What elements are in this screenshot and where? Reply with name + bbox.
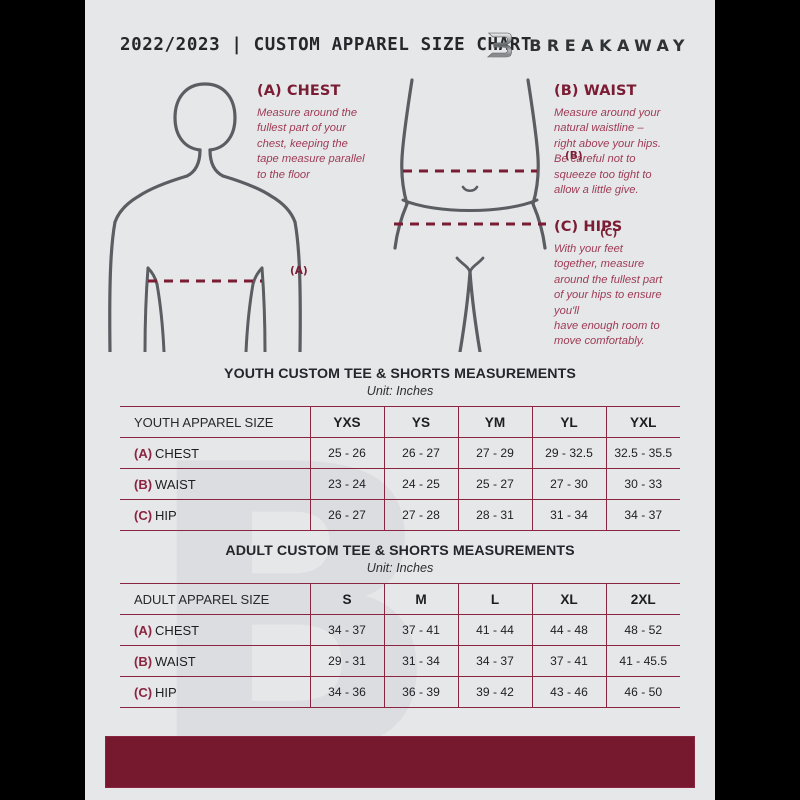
adult-hip-xl: 43 - 46 — [531, 676, 606, 708]
adult-size-l: L — [457, 583, 532, 615]
hips-illustration — [393, 78, 547, 352]
youth-section-title: YOUTH CUSTOM TEE & SHORTS MEASUREMENTS — [224, 366, 576, 382]
callout-waist-heading: (B) WAIST — [554, 83, 637, 99]
callout-hips-body: With your feet together, measure around … — [554, 243, 663, 348]
table-row: (A) CHEST 25 - 26 26 - 27 27 - 29 29 - 32… — [120, 437, 680, 469]
adult-chest-l: 41 - 44 — [457, 614, 532, 646]
page-header: 2022/2023 | CUSTOM APPAREL SIZE CHART — [85, 28, 715, 62]
waist-tag: (B) — [134, 653, 153, 669]
adult-waist-2xl: 41 - 45.5 — [605, 645, 680, 677]
youth-waist-ys: 24 - 25 — [383, 468, 458, 500]
adult-size-table: ADULT APPAREL SIZE S M L XL 2XL (A) CHEST… — [120, 583, 680, 708]
size-chart-page: B 2022/2023 | CUSTOM APPAREL SIZE CHART — [85, 0, 715, 800]
callout-chest-heading: (A) CHEST — [257, 83, 341, 99]
table-header-row: YOUTH APPAREL SIZE YXS YS YM YL YXL — [120, 406, 680, 438]
youth-size-label: YOUTH APPAREL SIZE — [120, 406, 310, 438]
table-row: (C) HIP 26 - 27 27 - 28 28 - 31 31 - 34 3… — [120, 499, 680, 531]
youth-row-chest-label: (A) CHEST — [120, 437, 310, 469]
adult-hip-l: 39 - 42 — [457, 676, 532, 708]
youth-size-ys: YS — [383, 406, 458, 438]
hip-name: HIP — [155, 507, 177, 523]
youth-waist-yxl: 30 - 33 — [605, 468, 680, 500]
hip-tag: (C) — [134, 684, 153, 700]
waist-name: WAIST — [155, 653, 196, 669]
waist-tag: (B) — [134, 476, 153, 492]
hip-tag: (C) — [134, 507, 153, 523]
youth-section: YOUTH CUSTOM TEE & SHORTS MEASUREMENTS U… — [85, 366, 715, 531]
callout-hips: (C) HIPS With your feet together, measur… — [554, 219, 704, 350]
page-title: 2022/2023 | CUSTOM APPAREL SIZE CHART — [120, 35, 533, 55]
adult-section-unit: Unit: Inches — [366, 561, 434, 575]
youth-section-unit: Unit: Inches — [366, 384, 434, 398]
youth-waist-yxs: 23 - 24 — [309, 468, 384, 500]
adult-waist-m: 31 - 34 — [383, 645, 458, 677]
youth-chest-ym: 27 - 29 — [457, 437, 532, 469]
adult-hip-s: 34 - 36 — [309, 676, 384, 708]
adult-row-hip-label: (C) HIP — [120, 676, 310, 708]
adult-section-title: ADULT CUSTOM TEE & SHORTS MEASUREMENTS — [225, 543, 575, 559]
youth-waist-yl: 27 - 30 — [531, 468, 606, 500]
adult-chest-s: 34 - 37 — [309, 614, 384, 646]
youth-size-yl: YL — [531, 406, 606, 438]
youth-size-yxs: YXS — [309, 406, 384, 438]
adult-chest-xl: 44 - 48 — [531, 614, 606, 646]
callout-waist: (B) WAIST Measure around your natural wa… — [554, 83, 704, 198]
youth-row-waist-label: (B) WAIST — [120, 468, 310, 500]
youth-hip-yl: 31 - 34 — [531, 499, 606, 531]
brand-lockup: BREAKAWAY — [481, 28, 690, 62]
table-row: (B) WAIST 23 - 24 24 - 25 25 - 27 27 - 30… — [120, 468, 680, 500]
adult-row-waist-label: (B) WAIST — [120, 645, 310, 677]
adult-size-s: S — [309, 583, 384, 615]
callout-chest-body: Measure around the fullest part of your … — [257, 107, 365, 181]
adult-size-label: ADULT APPAREL SIZE — [120, 583, 310, 615]
youth-hip-yxs: 26 - 27 — [309, 499, 384, 531]
adult-waist-l: 34 - 37 — [457, 645, 532, 677]
youth-waist-ym: 25 - 27 — [457, 468, 532, 500]
youth-hip-yxl: 34 - 37 — [605, 499, 680, 531]
youth-size-yxl: YXL — [605, 406, 680, 438]
hip-name: HIP — [155, 684, 177, 700]
table-row: (C) HIP 34 - 36 36 - 39 39 - 42 43 - 46 4… — [120, 676, 680, 708]
chest-name: CHEST — [155, 445, 200, 461]
brand-name: BREAKAWAY — [529, 35, 690, 55]
adult-hip-m: 36 - 39 — [383, 676, 458, 708]
youth-hip-ys: 27 - 28 — [383, 499, 458, 531]
adult-size-xl: XL — [531, 583, 606, 615]
adult-chest-2xl: 48 - 52 — [605, 614, 680, 646]
youth-chest-ys: 26 - 27 — [383, 437, 458, 469]
callout-waist-body: Measure around your natural waistline – … — [554, 107, 661, 197]
chest-tag: (A) — [134, 622, 153, 638]
breakaway-b-logo-icon — [487, 32, 513, 58]
adult-hip-2xl: 46 - 50 — [605, 676, 680, 708]
adult-waist-xl: 37 - 41 — [531, 645, 606, 677]
youth-size-table: YOUTH APPAREL SIZE YXS YS YM YL YXL (A) C… — [120, 406, 680, 531]
adult-section: ADULT CUSTOM TEE & SHORTS MEASUREMENTS U… — [85, 543, 715, 708]
callout-hips-heading: (C) HIPS — [554, 219, 623, 235]
bottom-accent-bar — [105, 736, 695, 788]
youth-row-hip-label: (C) HIP — [120, 499, 310, 531]
adult-size-2xl: 2XL — [605, 583, 680, 615]
table-header-row: ADULT APPAREL SIZE S M L XL 2XL — [120, 583, 680, 615]
table-row: (B) WAIST 29 - 31 31 - 34 34 - 37 37 - 41… — [120, 645, 680, 677]
waist-marker-label: (B) — [565, 150, 583, 162]
measurement-illustrations: (A) (B) (C) (A) CHEST Measure around the… — [85, 72, 715, 352]
waist-name: WAIST — [155, 476, 196, 492]
adult-waist-s: 29 - 31 — [309, 645, 384, 677]
chest-name: CHEST — [155, 622, 200, 638]
youth-size-ym: YM — [457, 406, 532, 438]
chest-marker-label: (A) — [290, 265, 308, 277]
adult-size-m: M — [383, 583, 458, 615]
youth-chest-yxl: 32.5 - 35.5 — [605, 437, 680, 469]
adult-row-chest-label: (A) CHEST — [120, 614, 310, 646]
callout-chest: (A) CHEST Measure around the fullest par… — [257, 83, 397, 183]
youth-chest-yxs: 25 - 26 — [309, 437, 384, 469]
table-row: (A) CHEST 34 - 37 37 - 41 41 - 44 44 - 48… — [120, 614, 680, 646]
torso-illustration — [108, 82, 302, 352]
youth-chest-yl: 29 - 32.5 — [531, 437, 606, 469]
adult-chest-m: 37 - 41 — [383, 614, 458, 646]
hips-marker-label: (C) — [600, 227, 618, 239]
youth-hip-ym: 28 - 31 — [457, 499, 532, 531]
chest-tag: (A) — [134, 445, 153, 461]
